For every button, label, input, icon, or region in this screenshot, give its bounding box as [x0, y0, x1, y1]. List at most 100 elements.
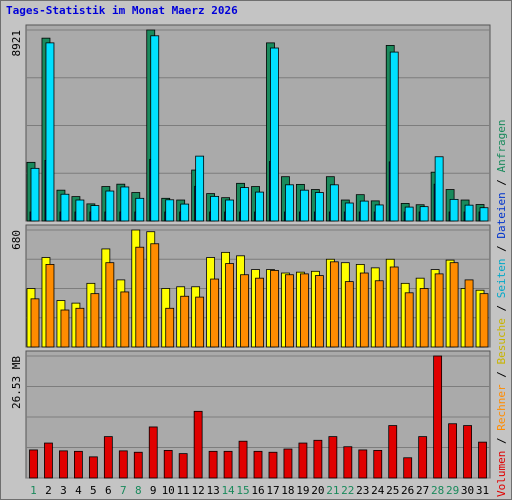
day-label-10: 10: [162, 484, 175, 497]
bar-rechner-day-5: [90, 293, 100, 348]
bar-seiten-day-4: [75, 199, 85, 222]
bar-rechner-day-29: [449, 262, 459, 348]
day-label-28: 28: [431, 484, 444, 497]
day-label-9: 9: [150, 484, 157, 497]
bar-rechner-day-3: [60, 309, 70, 348]
bar-rechner-day-6: [105, 262, 115, 348]
bar-seiten-day-21: [329, 184, 339, 222]
bar-volumen-day-14: [223, 450, 233, 479]
bar-volumen-day-20: [313, 439, 323, 479]
day-label-30: 30: [461, 484, 474, 497]
legend-dateien: Dateien: [495, 192, 508, 238]
bar-rechner-day-24: [374, 280, 384, 348]
bar-seiten-day-15: [240, 187, 249, 222]
day-label-24: 24: [371, 484, 385, 497]
day-label-17: 17: [266, 484, 279, 497]
bar-volumen-day-17: [268, 451, 278, 479]
day-label-23: 23: [356, 484, 369, 497]
bar-volumen-day-15: [238, 440, 248, 479]
bar-seiten-day-3: [60, 193, 70, 222]
bar-seiten-day-6: [105, 190, 115, 222]
bar-rechner-day-12: [195, 296, 205, 348]
bar-rechner-day-22: [344, 281, 354, 348]
bar-seiten-day-2: [45, 42, 55, 222]
bar-rechner-day-10: [165, 307, 175, 348]
bar-volumen-day-19: [298, 442, 308, 479]
bar-seiten-day-11: [180, 203, 190, 222]
legend-separator: /: [495, 172, 508, 192]
day-label-7: 7: [120, 484, 127, 497]
bar-rechner-day-31: [479, 293, 489, 348]
day-label-1: 1: [30, 484, 37, 497]
bar-seiten-day-18: [285, 184, 294, 222]
bar-volumen-day-28: [433, 355, 443, 479]
bar-volumen-day-10: [163, 450, 173, 479]
day-label-21: 21: [326, 484, 339, 497]
day-label-15: 15: [236, 484, 249, 497]
bar-volumen-day-2: [44, 442, 53, 479]
bar-volumen-day-8: [133, 451, 143, 479]
bar-seiten-day-16: [255, 191, 264, 222]
bar-rechner-day-7: [120, 291, 130, 348]
bar-rechner-day-1: [30, 298, 40, 348]
day-label-29: 29: [446, 484, 459, 497]
bar-volumen-day-1: [29, 449, 38, 479]
legend-rechner: Rechner: [495, 384, 508, 431]
bar-rechner-day-14: [225, 263, 234, 348]
bar-rechner-day-13: [210, 278, 220, 348]
bar-rechner-day-2: [45, 264, 55, 348]
legend-separator: /: [495, 431, 508, 451]
bar-rechner-day-27: [419, 288, 429, 348]
day-label-3: 3: [60, 484, 67, 497]
bar-rechner-day-30: [464, 279, 474, 348]
day-label-19: 19: [296, 484, 309, 497]
bar-rechner-day-18: [285, 274, 294, 348]
bar-volumen-day-18: [283, 448, 293, 479]
bar-seiten-day-10: [165, 199, 175, 222]
bar-volumen-day-9: [148, 426, 158, 479]
bar-volumen-day-26: [403, 457, 413, 479]
bar-rechner-day-28: [434, 273, 444, 348]
day-label-31: 31: [476, 484, 489, 497]
bar-seiten-day-1: [30, 167, 40, 222]
bar-volumen-day-21: [328, 436, 338, 479]
bar-rechner-day-19: [300, 273, 309, 348]
day-label-4: 4: [75, 484, 82, 497]
legend-separator: /: [495, 298, 508, 318]
bar-seiten-day-27: [419, 206, 429, 222]
bar-volumen-day-16: [253, 450, 263, 479]
bar-rechner-day-4: [75, 307, 85, 348]
bar-volumen-day-30: [463, 425, 472, 479]
day-label-6: 6: [105, 484, 112, 497]
bar-volumen-day-24: [373, 450, 383, 479]
bar-seiten-day-13: [210, 195, 220, 222]
bar-rechner-day-20: [314, 275, 324, 348]
bar-seiten-day-26: [404, 206, 414, 222]
legend-seiten: Seiten: [495, 259, 508, 299]
y-max-label-3: 26.53 MB: [10, 356, 23, 409]
bar-seiten-day-30: [464, 204, 474, 222]
bar-volumen-day-29: [448, 423, 457, 479]
bar-volumen-day-4: [74, 450, 83, 479]
bar-volumen-day-7: [118, 450, 128, 479]
bar-rechner-day-25: [389, 266, 399, 348]
bar-rechner-day-17: [270, 270, 279, 348]
bar-rechner-day-9: [150, 243, 160, 348]
chart-title: Tages-Statistik im Monat Maerz 2026: [6, 4, 238, 17]
bar-rechner-day-21: [329, 261, 339, 348]
bar-volumen-day-6: [103, 436, 113, 479]
bar-volumen-day-31: [478, 441, 487, 479]
bar-volumen-day-25: [388, 425, 398, 479]
day-label-14: 14: [221, 484, 235, 497]
bar-volumen-day-12: [193, 410, 203, 479]
bar-seiten-day-22: [344, 202, 354, 222]
legend-anfragen: Anfragen: [495, 119, 508, 172]
legend: Volumen / Rechner / Besuche / Seiten / D…: [495, 119, 508, 497]
bar-seiten-day-9: [150, 35, 160, 222]
y-max-label-2: 680: [10, 230, 23, 250]
day-label-18: 18: [281, 484, 294, 497]
day-label-26: 26: [401, 484, 414, 497]
day-label-12: 12: [192, 484, 205, 497]
day-label-25: 25: [386, 484, 399, 497]
